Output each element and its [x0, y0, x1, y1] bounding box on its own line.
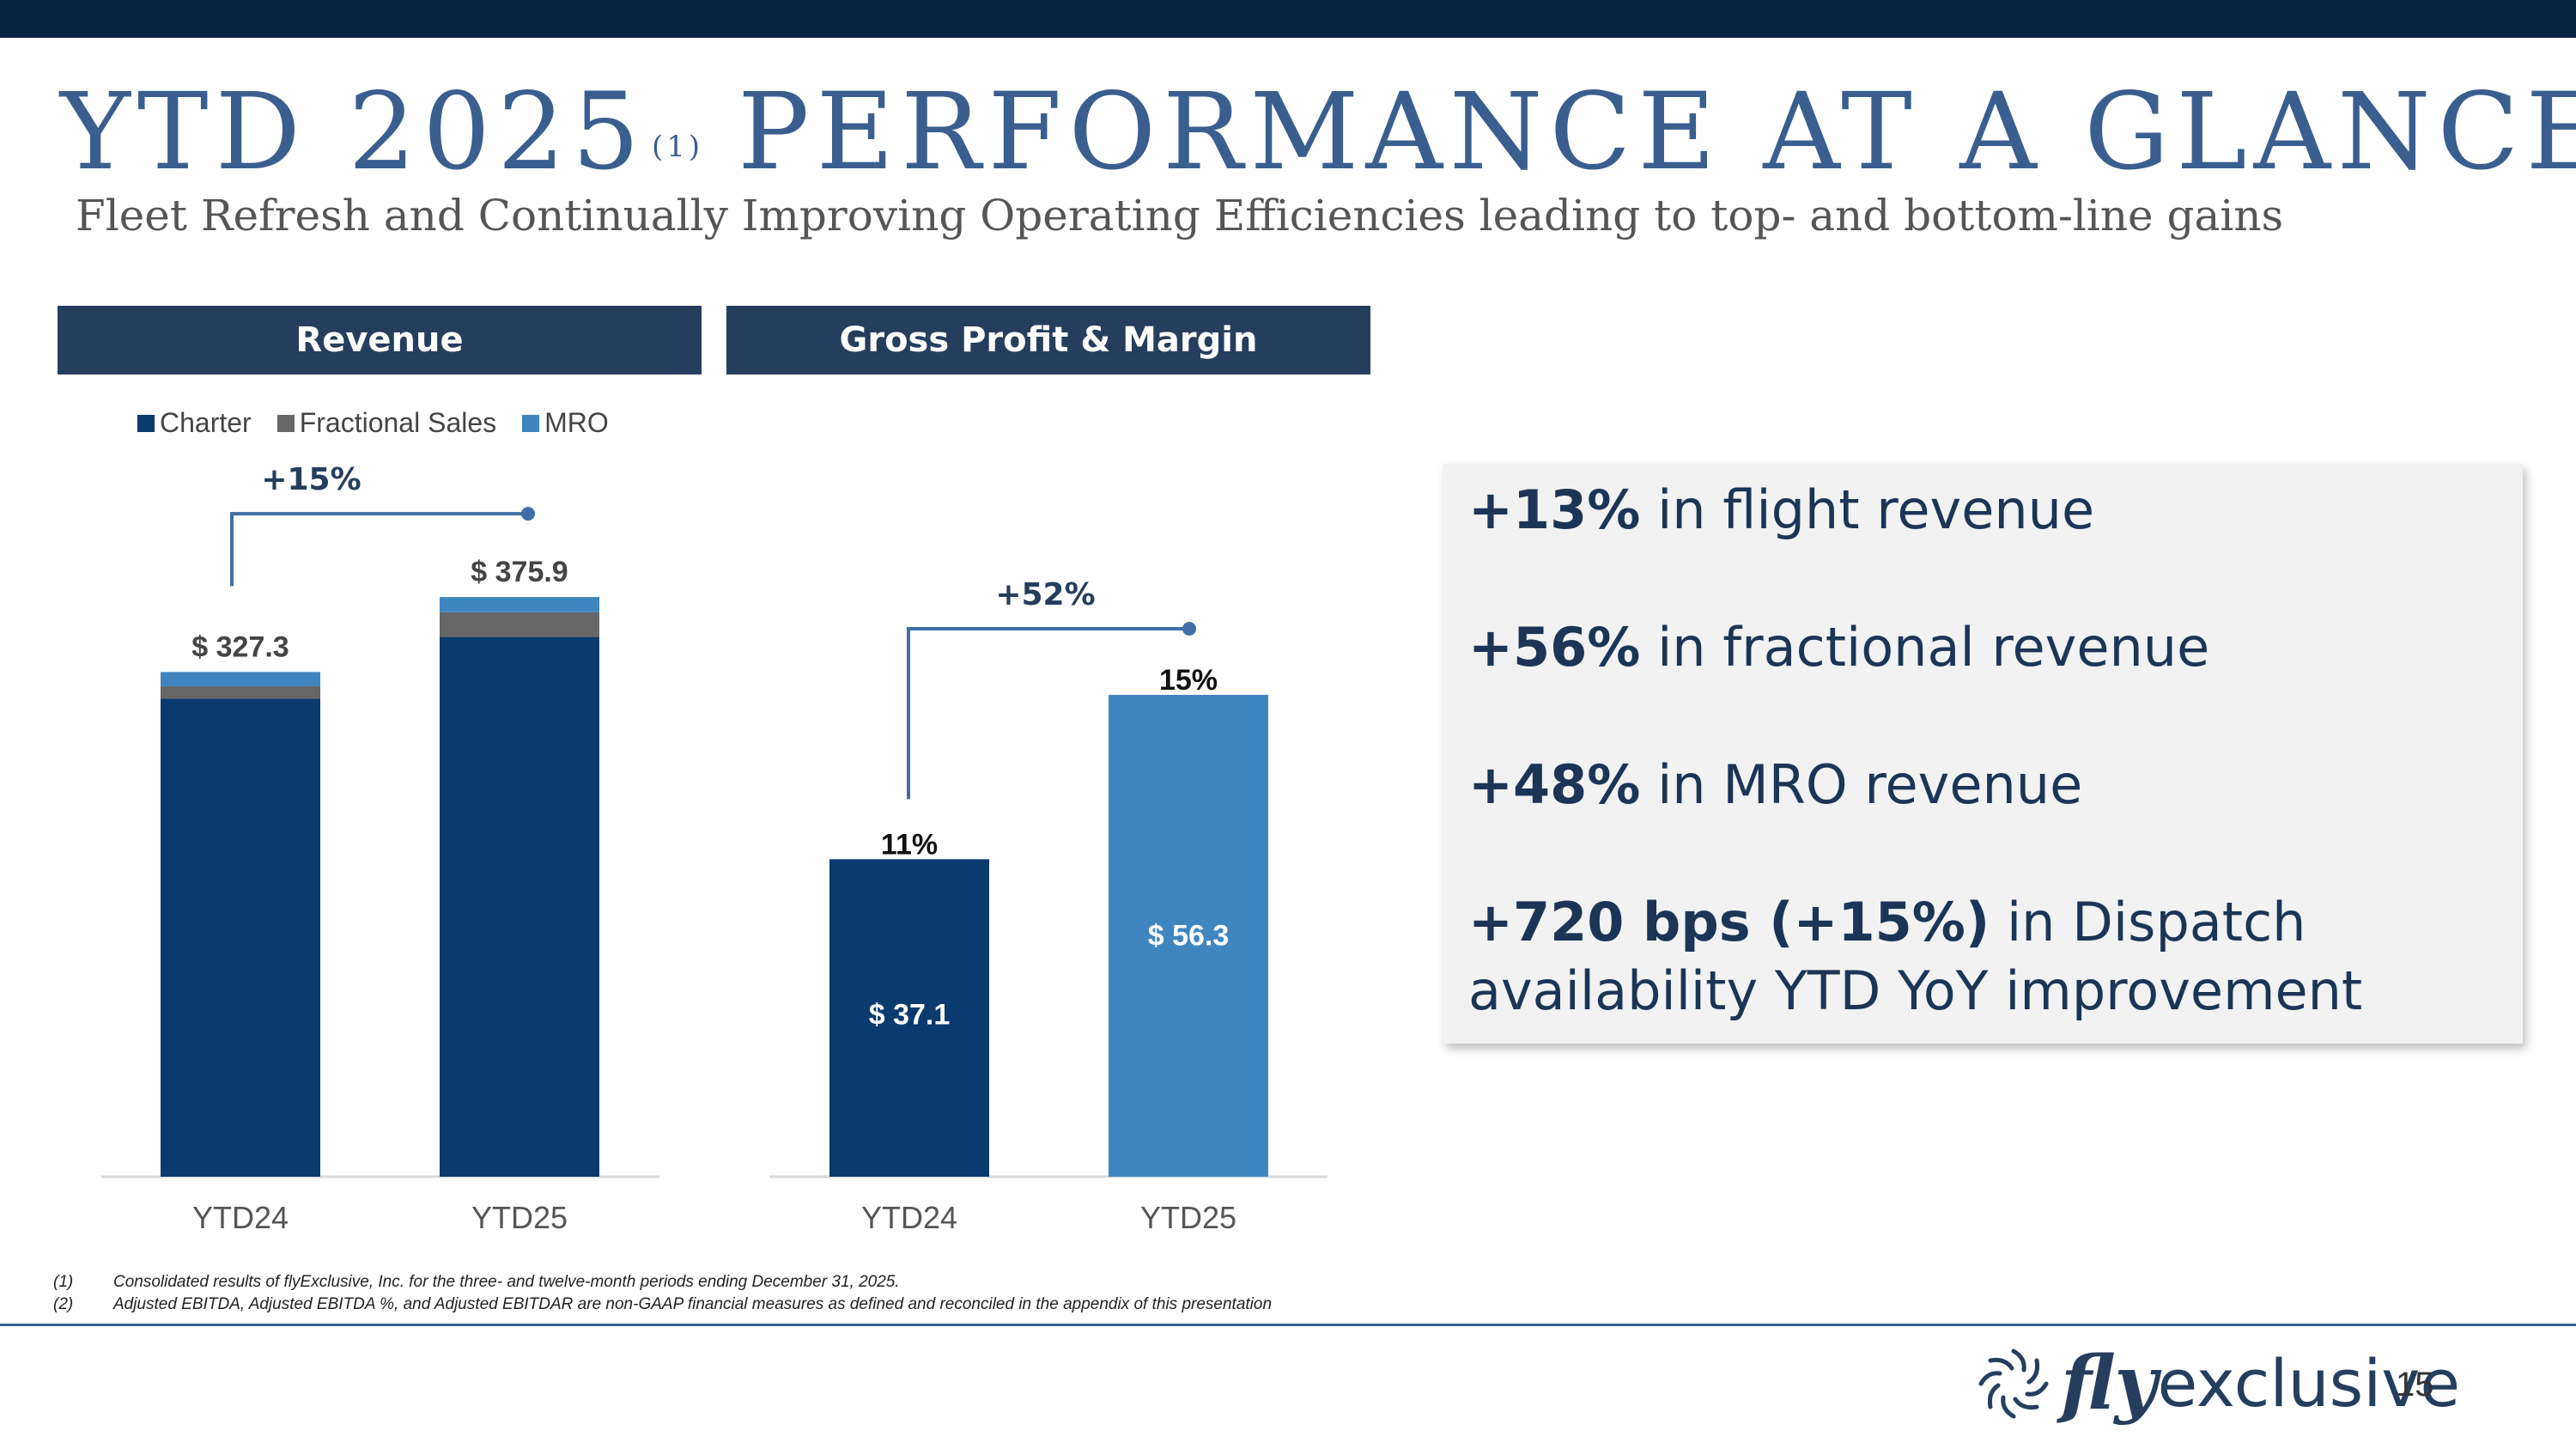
gross-profit-value-label: $ 37.1 [869, 999, 951, 1032]
footnote-2: (2) Adjusted EBITDA, Adjusted EBITDA %, a… [53, 1294, 1272, 1316]
page-number: 15 [2396, 1366, 2434, 1403]
footer-rule [0, 1324, 2576, 1326]
legend-item-charter: Charter [137, 407, 252, 439]
revenue-bar-ytd25-fractional [440, 612, 599, 637]
title-footnote-marker: (1) [651, 130, 704, 164]
revenue-chart: $ 327.3 YTD24 $ 375.9 YTD25 +15% [101, 464, 659, 1235]
gross-profit-x-tick-label: YTD24 [861, 1200, 957, 1235]
logo-exclusive: exclusive [2157, 1345, 2461, 1422]
charts-canvas: $ 327.3 YTD24 $ 375.9 YTD25 +15% 11% $ 37.1 YT… [101, 464, 1327, 1235]
legend-label: Charter [160, 407, 252, 438]
revenue-bar-ytd24-fractional [161, 686, 320, 699]
gross-profit-growth-label: +52% [995, 577, 1095, 612]
gross-profit-value-label: $ 56.3 [1148, 920, 1230, 953]
gross-margin-label: 15% [1159, 664, 1218, 697]
page-subtitle: Fleet Refresh and Continually Improving … [76, 191, 2284, 240]
legend-swatch [137, 414, 155, 432]
highlight-value: +13% [1468, 478, 1641, 541]
gross-profit-header: Gross Profit & Margin [726, 306, 1370, 374]
highlight-text: in flight revenue [1640, 478, 2095, 541]
highlight-fractional-revenue: +56% in fractional revenue [1468, 613, 2209, 682]
highlights-panel: +13% in flight revenue +56% in fractiona… [1443, 464, 2523, 1044]
swirl-icon [1978, 1349, 2049, 1418]
footnote-number: (1) [53, 1273, 74, 1291]
revenue-total-label: $ 327.3 [191, 630, 289, 663]
revenue-bar-ytd24-charter [161, 698, 320, 1177]
gross-profit-bar-ytd25 [1109, 695, 1268, 1177]
highlight-text: in Dispatch availability YTD YoY improve… [1468, 891, 2363, 1022]
legend-item-mro: MRO [522, 407, 609, 439]
footnote-text: Adjusted EBITDA, Adjusted EBITDA %, and … [113, 1295, 1273, 1313]
title-main: YTD 2025 [60, 70, 647, 194]
legend-swatch [522, 414, 540, 432]
top-bar [0, 0, 2576, 38]
gross-profit-chart: 11% $ 37.1 YTD24 15% $ 56.3 YTD25 +52% [769, 577, 1327, 1235]
page-title: YTD 2025 (1) PERFORMANCE AT A GLANCE [60, 79, 2576, 186]
footnote-text: Consolidated results of flyExclusive, In… [113, 1273, 900, 1291]
footnote-1: (1) Consolidated results of flyExclusive,… [53, 1271, 1272, 1294]
revenue-growth-label: +15% [261, 464, 361, 497]
legend-swatch [276, 414, 295, 432]
highlight-value: +48% [1468, 753, 1641, 816]
highlight-text: in fractional revenue [1640, 616, 2210, 679]
revenue-x-tick-label: YTD24 [192, 1200, 289, 1235]
highlight-mro-revenue: +48% in MRO revenue [1468, 751, 2082, 819]
revenue-legend: Charter Fractional Sales MRO [137, 407, 635, 439]
legend-label: MRO [544, 407, 609, 438]
highlight-dispatch: +720 bps (+15%) in Dispatch availability… [1468, 888, 2413, 1026]
legend-item-fractional: Fractional Sales [276, 407, 497, 439]
logo-fly: fly [2061, 1340, 2158, 1427]
gross-profit-growth-dot [1182, 622, 1196, 636]
gross-profit-bar-ytd24 [829, 859, 989, 1177]
revenue-header: Revenue [58, 306, 702, 374]
revenue-total-label: $ 375.9 [471, 556, 568, 588]
revenue-growth-bracket [230, 512, 528, 587]
revenue-bar-ytd25-mro [440, 597, 599, 612]
revenue-x-tick-label: YTD25 [471, 1200, 568, 1235]
legend-label: Fractional Sales [299, 407, 497, 438]
footnote-number: (2) [53, 1295, 74, 1313]
title-rest: PERFORMANCE AT A GLANCE [738, 70, 2576, 194]
revenue-bar-ytd25-charter [440, 636, 599, 1177]
highlight-value: +56% [1468, 616, 1641, 679]
highlight-value: +720 bps (+15%) [1468, 891, 1990, 953]
flyexclusive-logo: fly exclusive [1975, 1340, 2460, 1427]
revenue-growth-dot [521, 507, 535, 521]
gross-profit-x-tick-label: YTD25 [1140, 1200, 1236, 1235]
highlight-text: in MRO revenue [1640, 753, 2083, 816]
revenue-bar-ytd24-mro [161, 672, 320, 687]
highlight-flight-revenue: +13% in flight revenue [1468, 476, 2094, 545]
gross-profit-growth-bracket [907, 627, 1189, 800]
footnotes: (1) Consolidated results of flyExclusive,… [53, 1271, 1272, 1316]
gross-margin-label: 11% [881, 828, 938, 861]
